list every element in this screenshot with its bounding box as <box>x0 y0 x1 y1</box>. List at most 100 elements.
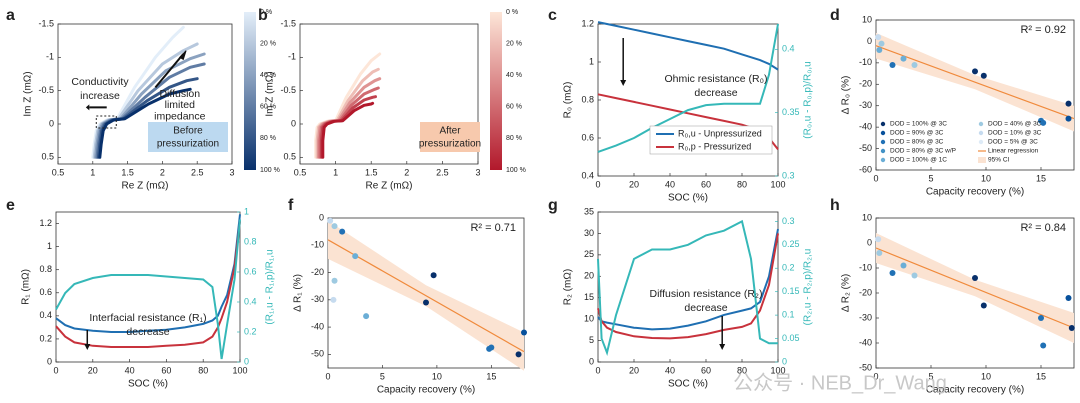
legend-marker <box>978 157 986 163</box>
y-tick-label: -20 <box>859 79 872 89</box>
y-tick-label: 0.6 <box>581 132 594 142</box>
x-tick-label: 20 <box>88 365 98 375</box>
x-tick-label: 100 <box>770 179 785 189</box>
data-point <box>430 272 437 279</box>
x-tick-label: 5 <box>380 371 385 381</box>
x-tick-label: 0.5 <box>294 167 307 177</box>
legend-marker <box>880 121 886 127</box>
y2-tick-label: 0.1 <box>782 310 795 320</box>
y2-tick-label: 0.3 <box>782 170 795 180</box>
annotation-text: Diffusion resistance (R₂) <box>649 288 762 300</box>
y-tick-label: -60 <box>859 164 872 174</box>
data-point <box>911 62 918 68</box>
watermark: 公众号 · NEB_Dr_Wang <box>733 371 947 394</box>
data-point <box>1040 119 1047 126</box>
y-tick-label: 0.5 <box>283 152 296 162</box>
x-axis-label: Capacity recovery (%) <box>926 385 1024 396</box>
legend-marker <box>880 139 886 145</box>
data-point <box>889 62 896 68</box>
legend-marker <box>880 148 886 154</box>
colorbar-label: 80 % <box>506 135 522 142</box>
y-tick-label: 5 <box>589 335 594 345</box>
x-tick-label: 40 <box>125 365 135 375</box>
x-tick-label: 15 <box>486 371 496 381</box>
y-tick-label: 1 <box>589 56 594 66</box>
x-tick-label: 0 <box>873 371 878 381</box>
y2-tick-label: 0.4 <box>782 44 795 54</box>
x-tick-label: 20 <box>629 179 639 189</box>
y-axis-label: Δ R₂ (%) <box>841 274 852 312</box>
y-tick-label: 25 <box>584 249 594 259</box>
x-tick-label: 1 <box>333 167 338 177</box>
data-point <box>980 72 987 79</box>
annotation-text: Interfacial resistance (R₁) <box>89 312 206 324</box>
y-tick-label: 10 <box>584 314 594 324</box>
legend-marker <box>880 130 886 136</box>
panel-letter-g: g <box>548 197 558 214</box>
y2-tick-label: 0.15 <box>782 286 800 296</box>
data-point <box>876 250 883 256</box>
panel-letter-f: f <box>288 197 294 214</box>
arrow-head <box>719 344 726 350</box>
y2-tick-label: 0.4 <box>244 296 257 306</box>
x-tick-label: 80 <box>198 365 208 375</box>
x-axis-label: Capacity recovery (%) <box>377 385 475 396</box>
panel-d: 0 5 10 15 10 0 -10 -20 -30 -40 -50 -60 Capacity reco… <box>841 14 1075 198</box>
data-point <box>423 299 429 306</box>
plot-frame <box>299 23 479 165</box>
x-tick-label: 2.5 <box>436 167 449 177</box>
annotation-diffusion: impedance <box>154 110 206 122</box>
y-tick-label: 0 <box>867 237 872 247</box>
data-point <box>875 34 882 41</box>
x-tick-label: 15 <box>1036 173 1046 183</box>
x-tick-label: 0 <box>595 179 600 189</box>
label-box-text: pressurization <box>157 139 219 150</box>
x-tick-label: 10 <box>432 371 442 381</box>
x-tick-label: 5 <box>928 371 933 381</box>
annotation-text: decrease <box>694 87 737 99</box>
panel-a: 0.5 1 1.5 2 2.5 3 -1.5 -1 -0.5 0 0.5 Re Z (mΩ) Im Z … <box>23 9 280 192</box>
y-tick-label: 1.2 <box>581 18 594 28</box>
y-tick-label: -20 <box>311 267 324 277</box>
data-point <box>875 236 882 243</box>
y-tick-label: 0.2 <box>39 333 52 343</box>
data-point <box>876 47 883 53</box>
y-tick-label: -0.5 <box>38 85 54 95</box>
panel-c: 0 20 40 60 80 100 0.4 0.6 0.8 1 1.2 SOC (%) R₀ (mΩ) 0… <box>563 18 814 203</box>
label-box <box>420 122 480 152</box>
data-point <box>1065 115 1072 122</box>
x-tick-label: 0 <box>325 371 330 381</box>
x-axis-label: Capacity recovery (%) <box>926 187 1024 198</box>
y-tick-label: 10 <box>862 14 872 24</box>
legend-label: DOD = 80% @ 3C <box>890 139 944 146</box>
data-point <box>1040 342 1047 349</box>
y-axis-label: Im Z (mΩ) <box>23 71 34 116</box>
y-tick-label: -1.5 <box>280 18 296 28</box>
arrow-head <box>84 344 91 350</box>
annotation-conductivity: Conductivity <box>71 76 129 88</box>
y-axis-label: R₀ (mΩ) <box>563 82 574 119</box>
x-tick-label: 1.5 <box>121 167 134 177</box>
y-tick-label: -1 <box>46 52 54 62</box>
legend-marker <box>880 157 886 163</box>
panel-letter-c: c <box>548 7 557 24</box>
y-tick-label: 0.8 <box>39 264 52 274</box>
label-box-text: pressurization <box>419 139 481 150</box>
x-tick-label: 15 <box>1036 371 1046 381</box>
legend-marker <box>978 139 984 145</box>
y-axis-label: Δ R₁ (%) <box>293 274 304 312</box>
colorbar-label: 40 % <box>260 72 276 79</box>
legend-label: DOD = 100% @ 1C <box>890 157 947 164</box>
nyquist-curve <box>321 101 375 159</box>
x-tick-label: 60 <box>161 365 171 375</box>
x-axis-label: Re Z (mΩ) <box>366 181 413 192</box>
data-point <box>521 329 527 336</box>
x-tick-label: 60 <box>701 179 711 189</box>
regression-line <box>875 247 1075 329</box>
y-tick-label: 0 <box>47 356 52 366</box>
x-tick-label: 3 <box>475 167 480 177</box>
y-tick-label: -1 <box>288 52 296 62</box>
y-tick-label: 0.5 <box>41 152 54 162</box>
nyquist-curve <box>98 87 192 159</box>
